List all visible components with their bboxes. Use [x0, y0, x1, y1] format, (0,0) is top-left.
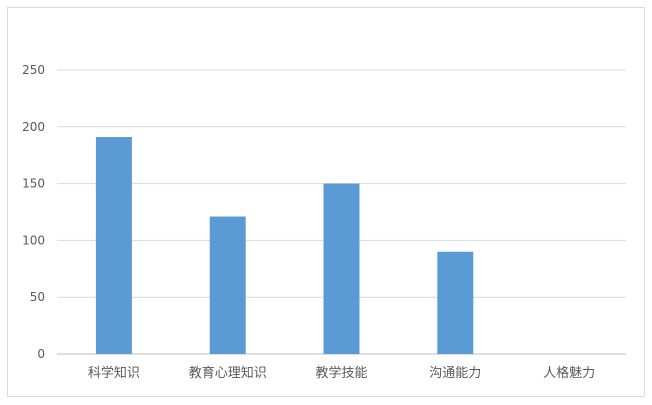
grid-lines	[57, 69, 626, 355]
y-tick-label: 250	[22, 63, 45, 77]
x-category-label: 科学知识	[88, 365, 140, 381]
y-tick-label: 50	[30, 290, 45, 304]
y-tick-label: 150	[22, 177, 45, 191]
bar	[209, 216, 246, 354]
y-tick-label: 0	[37, 347, 45, 361]
bar	[95, 137, 132, 354]
bar-series	[95, 137, 474, 354]
bar	[323, 183, 360, 354]
x-category-label: 人格魅力	[543, 365, 595, 381]
y-axis-ticks: 0 50 100 150 200 250	[22, 63, 45, 361]
x-category-label: 教育心理知识	[189, 365, 267, 381]
y-tick-label: 200	[22, 120, 45, 134]
x-category-label: 沟通能力	[429, 366, 481, 381]
y-tick-label: 100	[22, 233, 45, 247]
x-axis-categories: 科学知识 教育心理知识 教学技能 沟通能力 人格魅力	[88, 365, 595, 381]
x-category-label: 教学技能	[315, 365, 367, 381]
bar	[437, 251, 474, 354]
